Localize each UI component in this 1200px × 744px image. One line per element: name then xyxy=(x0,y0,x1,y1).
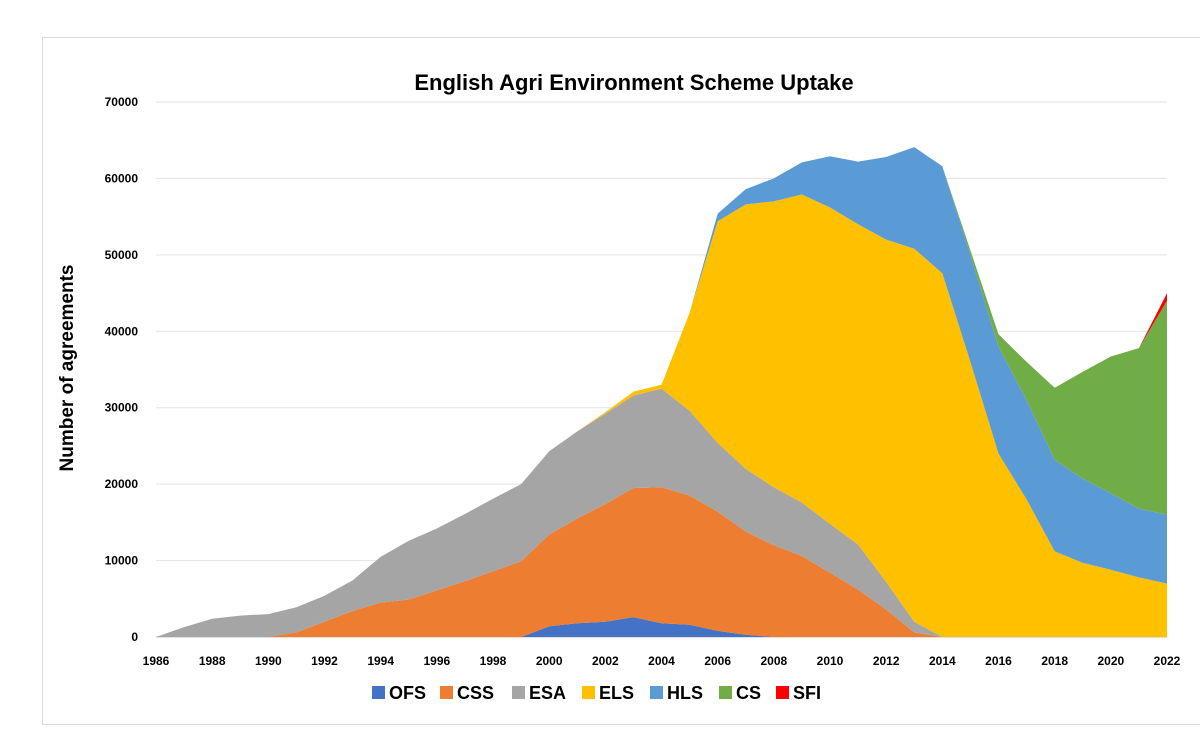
area-ofs xyxy=(156,617,1167,637)
y-axis-title: Number of agreements xyxy=(57,265,78,472)
legend-label: ESA xyxy=(529,683,566,703)
x-tick-label: 2016 xyxy=(985,654,1012,668)
legend-label: CSS xyxy=(457,683,494,703)
legend-item-cs: CS xyxy=(719,683,761,703)
x-tick-label: 2014 xyxy=(929,654,956,668)
legend-swatch xyxy=(650,686,663,699)
legend-item-els: ELS xyxy=(582,683,634,703)
y-tick-label: 10000 xyxy=(105,554,139,568)
legend-label: ELS xyxy=(599,683,634,703)
x-tick-label: 2004 xyxy=(648,654,675,668)
y-tick-label: 50000 xyxy=(105,248,139,262)
legend-swatch xyxy=(776,686,789,699)
area-css xyxy=(156,487,1167,637)
y-tick-label: 40000 xyxy=(105,324,139,338)
x-tick-label: 1990 xyxy=(255,654,282,668)
x-tick-label: 1988 xyxy=(199,654,226,668)
x-tick-label: 2010 xyxy=(817,654,844,668)
legend-swatch xyxy=(719,686,732,699)
area-els xyxy=(156,194,1167,637)
legend-swatch xyxy=(512,686,525,699)
legend-item-css: CSS xyxy=(440,683,494,703)
legend-item-ofs: OFS xyxy=(372,683,426,703)
x-tick-label: 2022 xyxy=(1154,654,1181,668)
x-tick-label: 2020 xyxy=(1097,654,1124,668)
legend-swatch xyxy=(440,686,453,699)
y-tick-label: 60000 xyxy=(105,171,139,185)
legend-label: SFI xyxy=(793,683,821,703)
legend-label: HLS xyxy=(667,683,703,703)
y-tick-label: 20000 xyxy=(105,477,139,491)
legend-item-esa: ESA xyxy=(512,683,566,703)
legend-item-sfi: SFI xyxy=(776,683,821,703)
x-tick-label: 1994 xyxy=(367,654,394,668)
x-tick-label: 2002 xyxy=(592,654,619,668)
x-tick-label: 1992 xyxy=(311,654,338,668)
x-tick-label: 2018 xyxy=(1041,654,1068,668)
legend-item-hls: HLS xyxy=(650,683,703,703)
legend-label: OFS xyxy=(389,683,426,703)
legend-swatch xyxy=(582,686,595,699)
legend-label: CS xyxy=(736,683,761,703)
y-tick-label: 0 xyxy=(131,630,138,644)
y-tick-label: 30000 xyxy=(105,401,139,415)
x-tick-label: 2008 xyxy=(760,654,787,668)
x-tick-label: 1998 xyxy=(480,654,507,668)
x-tick-label: 1996 xyxy=(423,654,450,668)
x-tick-label: 2000 xyxy=(536,654,563,668)
x-tick-label: 2012 xyxy=(873,654,900,668)
x-tick-label: 1986 xyxy=(143,654,170,668)
y-tick-label: 70000 xyxy=(105,95,139,109)
x-tick-label: 2006 xyxy=(704,654,731,668)
area-esa xyxy=(156,388,1167,637)
chart-title: English Agri Environment Scheme Uptake xyxy=(414,70,853,95)
legend-swatch xyxy=(372,686,385,699)
